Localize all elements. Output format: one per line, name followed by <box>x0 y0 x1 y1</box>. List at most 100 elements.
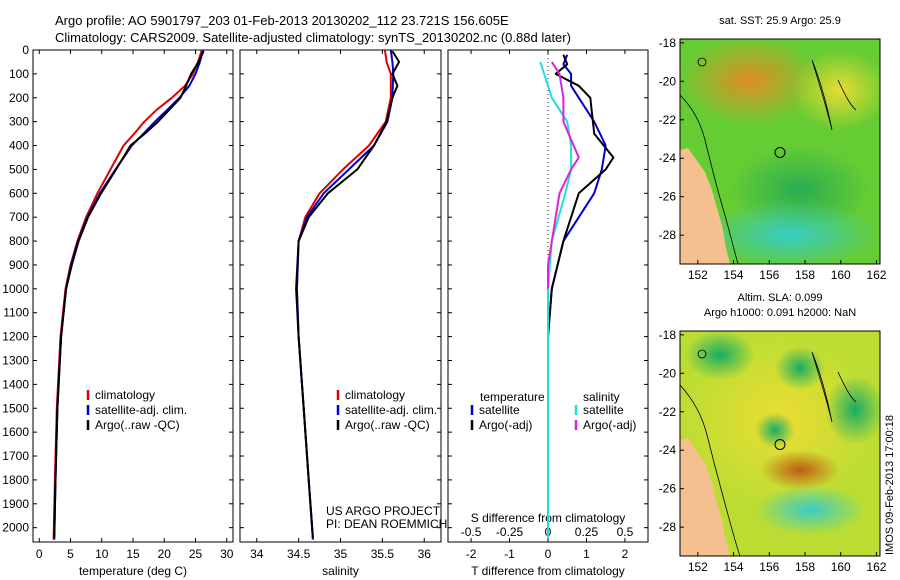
sst-cool-patch <box>700 200 880 264</box>
sla-high-patch <box>760 450 840 490</box>
salinity-xtick-label: 35 <box>334 547 348 561</box>
temperature-ytick-label: 200 <box>9 91 29 105</box>
difference-legend-s-label: Argo(-adj) <box>583 418 636 432</box>
sla-small-contour <box>697 349 707 359</box>
salinity-xlabel: salinity <box>322 564 359 578</box>
temperature-ytick-label: 1700 <box>2 449 29 463</box>
difference-legend-temperature-title: temperature <box>480 390 545 404</box>
sla-green-patch-3 <box>755 412 795 448</box>
sla-lon-tick-label: 160 <box>831 560 851 574</box>
difference-xtick-label: -2 <box>466 547 477 561</box>
temperature-ytick-label: 1100 <box>3 306 29 320</box>
temperature-xtick-label: 10 <box>95 547 109 561</box>
temperature-xtick-label: 15 <box>126 547 140 561</box>
sla-map: Altim. SLA: 0.099 Argo h1000: 0.091 h200… <box>659 292 887 574</box>
sst-small-contour <box>697 57 707 67</box>
temperature-xtick-label: 0 <box>36 547 43 561</box>
sla-map-title: Altim. SLA: 0.099 <box>738 292 823 304</box>
sla-lon-tick-label: 154 <box>724 560 744 574</box>
temperature-ytick-label: 100 <box>9 67 29 81</box>
temperature-ytick-label: 1000 <box>2 282 29 296</box>
temperature-ytick-label: 1400 <box>2 377 29 391</box>
sst-land <box>680 148 730 264</box>
difference-series-1 <box>547 54 615 538</box>
sla-lon-tick-label: 162 <box>866 560 886 574</box>
sst-lat-tick-label: -22 <box>659 113 677 127</box>
sla-lat-tick-label: -22 <box>659 405 677 419</box>
profile-panel-difference: -2 -1 0 1 2 T difference from climatology -0.5… <box>447 49 649 578</box>
temperature-ytick-label: 1800 <box>2 473 29 487</box>
temperature-ytick-label: 1600 <box>2 425 29 439</box>
salinity-legend-label: Argo(..raw -QC) <box>345 418 430 432</box>
sla-green-patch-1 <box>685 331 755 380</box>
profile-panel-salinity: 34 34.5 35 35.5 36 salinity climatologysatelli… <box>239 49 447 578</box>
difference-legend-t-label: Argo(-adj) <box>479 418 532 432</box>
temperature-xtick-label: 25 <box>189 547 203 561</box>
timestamp-stamp: IMOS 09-Feb-2013 17:00:18 <box>884 414 896 555</box>
temperature-legend-label: climatology <box>95 388 155 402</box>
sla-green-patch-4 <box>825 375 880 445</box>
temperature-ytick-label: 700 <box>9 210 29 224</box>
salinity-xtick-label: 35.5 <box>371 547 395 561</box>
temperature-ytick-label: 1500 <box>2 401 29 415</box>
sst-lon-tick-label: 162 <box>866 268 886 282</box>
salinity-xtick-label: 36 <box>418 547 432 561</box>
temperature-ytick-label: 400 <box>9 139 29 153</box>
sst-reef-contour <box>811 59 833 131</box>
sst-lon-tick-label: 152 <box>688 268 708 282</box>
temperature-legend-label: satellite-adj. clim. <box>95 403 187 417</box>
temperature-series-2 <box>53 50 205 538</box>
salinity-xtick-label: 34 <box>250 547 264 561</box>
temperature-ytick-label: 1300 <box>2 353 29 367</box>
sla-lon-tick-label: 152 <box>688 560 708 574</box>
temperature-ytick-label: 2000 <box>2 521 29 535</box>
sst-reef-contour-2 <box>837 79 857 111</box>
temperature-ytick-label: 1900 <box>2 497 29 511</box>
salinity-legend-label: climatology <box>345 388 405 402</box>
salinity-series-2 <box>295 50 401 538</box>
sst-lon-tick-label: 154 <box>724 268 744 282</box>
difference-legend-t-label: satellite <box>479 403 520 417</box>
title-line2: Climatology: CARS2009. Satellite-adjuste… <box>55 30 571 45</box>
difference-xtick-label: 0 <box>545 547 552 561</box>
temperature-xtick-label: 20 <box>158 547 172 561</box>
sla-argo-location-marker <box>774 439 786 450</box>
sst-lat-tick-label: -24 <box>659 151 677 165</box>
sst-map-frame <box>679 38 881 265</box>
temperature-ytick-label: 800 <box>9 234 29 248</box>
difference-xtick-label: 2 <box>622 547 629 561</box>
sla-lat-tick-label: -28 <box>659 520 677 534</box>
sla-lon-tick-label: 156 <box>759 560 779 574</box>
sst-map-ticks: 152 154 156 158 160 162 -18 -20 -22 -24 -26 -28 <box>659 36 887 282</box>
sla-map-subtitle: Argo h1000: 0.091 h2000: NaN <box>704 307 856 319</box>
profile-panel-temperature: 0 5 10 15 20 25 30 temperature (deg C) 0 100 200 30… <box>2 43 233 578</box>
sst-map: sat. SST: 25.9 Argo: 25.9 152 154 156 158 16… <box>659 15 887 282</box>
sst-lat-tick-label: -26 <box>659 190 677 204</box>
sla-coast-contour <box>680 384 741 556</box>
temperature-ytick-label: 500 <box>9 162 29 176</box>
difference-series-3 <box>547 61 580 289</box>
sla-cyan-patch <box>755 485 865 535</box>
salinity-annotation: US ARGO PROJECT <box>326 504 441 518</box>
salinity-xtick-label: 34.5 <box>287 547 311 561</box>
sst-warm-patch <box>680 39 820 125</box>
sst-coast-contour <box>680 94 739 264</box>
sst-lat-tick-label: -28 <box>659 228 677 242</box>
sla-reef-contour <box>811 351 833 423</box>
sst-yellow-patch <box>790 50 880 130</box>
sla-map-ticks: 152 154 156 158 160 162 -18 -20 -22 -24 -26 -28 <box>659 328 887 574</box>
sla-map-frame <box>679 330 881 557</box>
sla-reef-contour-2 <box>837 371 857 403</box>
sla-land <box>680 438 730 556</box>
temperature-xlabel: temperature (deg C) <box>79 564 187 578</box>
page-title: Argo profile: AO 5901797_203 01-Feb-2013… <box>55 12 571 46</box>
temperature-ytick-label: 300 <box>9 115 29 129</box>
temperature-ytick-label: 900 <box>9 258 29 272</box>
difference-top-tick-label: 0.25 <box>575 525 599 539</box>
sst-argo-location-marker <box>774 147 786 158</box>
sla-lon-tick-label: 158 <box>795 560 815 574</box>
temperature-xtick-label: 30 <box>220 547 234 561</box>
sst-lat-tick-label: -20 <box>659 74 677 88</box>
